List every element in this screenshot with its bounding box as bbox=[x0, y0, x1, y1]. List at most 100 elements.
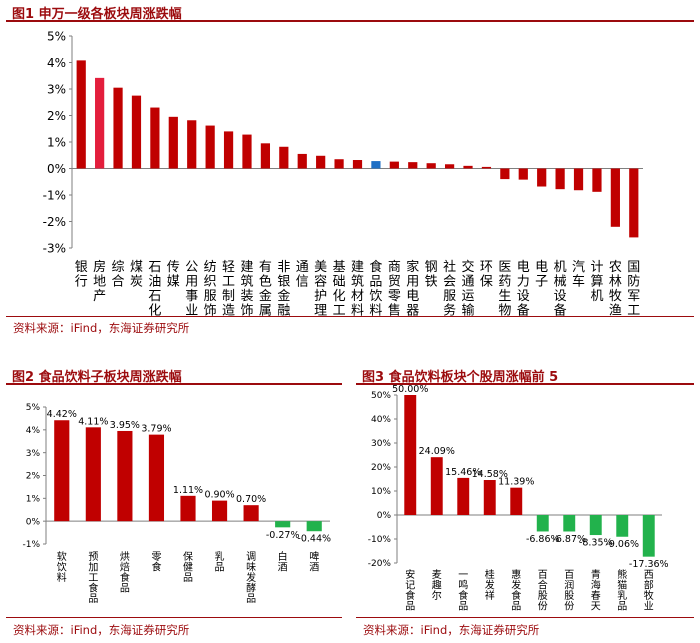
y-tick-label: 5% bbox=[26, 403, 41, 413]
y-tick-label: -2% bbox=[43, 215, 66, 229]
data-label: 15.46% bbox=[445, 467, 481, 478]
x-tick-label: 筑 bbox=[351, 274, 364, 290]
figure-3-source-rule bbox=[356, 617, 694, 618]
x-tick-label: 计 bbox=[590, 260, 603, 275]
bar bbox=[563, 515, 576, 532]
x-tick-label: 品 bbox=[617, 601, 627, 613]
x-tick-label: 通 bbox=[462, 275, 475, 290]
x-tick-label: 酒 bbox=[278, 562, 288, 574]
bar bbox=[463, 165, 473, 169]
bar bbox=[242, 134, 252, 169]
x-tick-label: 石 bbox=[148, 260, 161, 275]
x-tick-label: 食 bbox=[511, 589, 521, 602]
bar bbox=[95, 77, 105, 169]
x-tick-label: 烘 bbox=[120, 551, 130, 563]
x-tick-label: 石 bbox=[148, 289, 161, 304]
x-tick-label: 油 bbox=[148, 275, 161, 290]
x-tick-label: 非 bbox=[277, 260, 290, 275]
x-tick-label: 一 bbox=[458, 570, 468, 581]
x-tick-label: 品 bbox=[215, 562, 225, 574]
x-tick-label: 防 bbox=[627, 274, 640, 290]
x-tick-label: 运 bbox=[462, 289, 475, 304]
x-tick-label: 西 bbox=[644, 570, 654, 581]
x-tick-label: 食 bbox=[405, 589, 415, 602]
figure-3-title: 图3 食品饮料板块个股周涨幅前 5 bbox=[362, 370, 559, 385]
bar bbox=[389, 161, 399, 169]
x-tick-label: 制 bbox=[222, 289, 235, 304]
x-tick-label: 金 bbox=[277, 288, 290, 304]
x-tick-label: 渔 bbox=[609, 304, 622, 319]
bar bbox=[275, 521, 291, 528]
x-tick-label: 熊 bbox=[617, 568, 627, 581]
x-tick-label: 服 bbox=[204, 289, 217, 304]
x-tick-label: 份 bbox=[538, 601, 548, 613]
x-tick-label: 工 bbox=[222, 275, 235, 290]
x-tick-label: 物 bbox=[498, 304, 511, 319]
data-label: -8.35% bbox=[579, 538, 613, 549]
y-tick-label: 1% bbox=[47, 135, 66, 149]
x-tick-label: 事 bbox=[185, 289, 198, 304]
x-tick-label: 算 bbox=[590, 275, 603, 290]
y-tick-label: 50% bbox=[371, 391, 391, 401]
y-tick-label: 5% bbox=[47, 29, 66, 43]
data-label: -6.86% bbox=[526, 534, 560, 545]
x-tick-label: 用 bbox=[406, 275, 419, 290]
x-tick-label: 尔 bbox=[432, 589, 442, 602]
x-tick-label: 啤 bbox=[309, 551, 319, 563]
x-tick-label: 保 bbox=[183, 550, 193, 563]
x-tick-label: 合 bbox=[538, 579, 548, 592]
bar bbox=[573, 168, 584, 191]
x-tick-label: 工 bbox=[333, 304, 346, 319]
bar bbox=[334, 159, 344, 169]
x-tick-label: 售 bbox=[388, 303, 401, 319]
x-tick-label: 品 bbox=[183, 572, 193, 584]
y-tick-label: 2% bbox=[26, 472, 41, 482]
x-tick-label: 品 bbox=[369, 275, 382, 290]
x-tick-label: 料 bbox=[351, 304, 364, 319]
x-tick-label: 机 bbox=[590, 289, 603, 304]
figure-1-title: 图1 申万一级各板块周涨跌幅 bbox=[12, 7, 182, 22]
x-tick-label: 品 bbox=[88, 593, 98, 605]
x-tick-label: 贸 bbox=[388, 275, 401, 290]
x-tick-label: 装 bbox=[240, 289, 253, 304]
x-tick-label: 业 bbox=[185, 304, 198, 319]
figure-2-source: 资料来源：iFind，东海证券研究所 bbox=[13, 623, 190, 637]
bar bbox=[426, 163, 436, 169]
x-tick-label: 通 bbox=[296, 260, 309, 275]
bar bbox=[610, 168, 620, 227]
x-tick-label: 工 bbox=[88, 573, 98, 584]
bar bbox=[211, 500, 228, 522]
data-label: 24.09% bbox=[419, 446, 455, 457]
x-tick-label: 医 bbox=[498, 260, 511, 275]
x-tick-label: 发 bbox=[485, 579, 495, 592]
bar bbox=[223, 131, 234, 169]
x-tick-label: 饰 bbox=[240, 304, 253, 319]
x-tick-label: 设 bbox=[517, 289, 530, 304]
x-tick-label: 乳 bbox=[617, 589, 627, 602]
x-tick-label: 百 bbox=[538, 569, 548, 581]
bar bbox=[113, 87, 123, 169]
data-label: 1.11% bbox=[173, 485, 203, 496]
x-tick-label: 信 bbox=[296, 275, 309, 290]
x-tick-label: 祥 bbox=[485, 589, 495, 602]
bar bbox=[589, 515, 602, 536]
bar bbox=[297, 153, 307, 169]
y-tick-label: -10% bbox=[368, 535, 392, 545]
x-tick-label: 造 bbox=[222, 304, 235, 319]
x-tick-label: 桂 bbox=[485, 568, 495, 581]
figure-2-title: 图2 食品饮料子板块周涨跌幅 bbox=[12, 370, 182, 385]
bar bbox=[616, 515, 629, 537]
x-tick-label: 器 bbox=[406, 304, 419, 319]
x-tick-label: 品 bbox=[458, 601, 468, 613]
x-tick-label: 属 bbox=[259, 304, 272, 319]
bar bbox=[592, 168, 602, 192]
x-tick-label: 社 bbox=[443, 259, 456, 275]
bar bbox=[352, 160, 363, 169]
x-tick-label: 务 bbox=[443, 303, 456, 319]
data-label: -0.27% bbox=[266, 530, 300, 541]
y-tick-label: 0% bbox=[47, 162, 66, 176]
x-tick-label: 品 bbox=[405, 601, 415, 613]
x-tick-label: 力 bbox=[517, 275, 530, 290]
x-tick-label: 农 bbox=[609, 260, 622, 275]
